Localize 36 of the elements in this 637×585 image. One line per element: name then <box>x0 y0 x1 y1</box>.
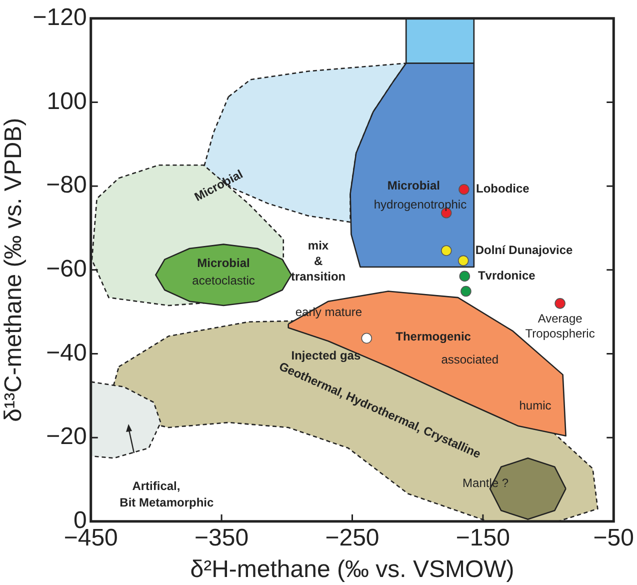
annotation: Artifical, <box>132 478 180 493</box>
annotation: humic <box>519 398 552 412</box>
series-label: Dolní Dunajovice <box>475 242 574 257</box>
y-tick-label: 100 <box>46 88 87 115</box>
point <box>458 184 470 195</box>
series-label: Lobodice <box>476 182 530 196</box>
annotation: Microbial <box>387 178 440 192</box>
point <box>361 332 372 344</box>
annotation: acetoclastic <box>192 274 255 288</box>
y-tick-label: −40 <box>46 339 87 366</box>
annotation: hydrogenotrophic <box>374 198 467 212</box>
point <box>440 245 452 256</box>
annotation: & <box>314 254 323 268</box>
annotation: associated <box>441 352 499 366</box>
annotation: mix <box>308 238 329 253</box>
point <box>459 270 470 282</box>
x-axis-title: δ²H-methane (‰ vs. VSMOW) <box>190 556 514 584</box>
annotation: transition <box>290 269 346 284</box>
x-tick-label: −50 <box>593 524 634 552</box>
y-tick-label: −80 <box>46 172 87 199</box>
annotation: Microbial <box>197 256 250 270</box>
annotation: Bit Metamorphic <box>120 495 214 510</box>
y-tick-label: −120 <box>32 4 87 32</box>
y-tick-label: −60 <box>46 256 87 283</box>
x-tick-label: −350 <box>194 524 249 552</box>
series-label: Injected gas <box>291 348 361 363</box>
point <box>554 298 566 309</box>
point <box>458 255 469 266</box>
y-axis-title: δ¹³C-methane (‰ vs. VPDB) <box>0 118 28 422</box>
x-tick-label: −250 <box>325 524 380 552</box>
series-label: Average Tropospheric <box>525 312 595 341</box>
x-tick-label: −150 <box>456 524 510 552</box>
series-label: Tvrdonice <box>478 268 536 282</box>
y-tick-label: −20 <box>46 423 87 450</box>
annotation: Thermogenic <box>396 329 472 344</box>
point <box>460 286 472 297</box>
